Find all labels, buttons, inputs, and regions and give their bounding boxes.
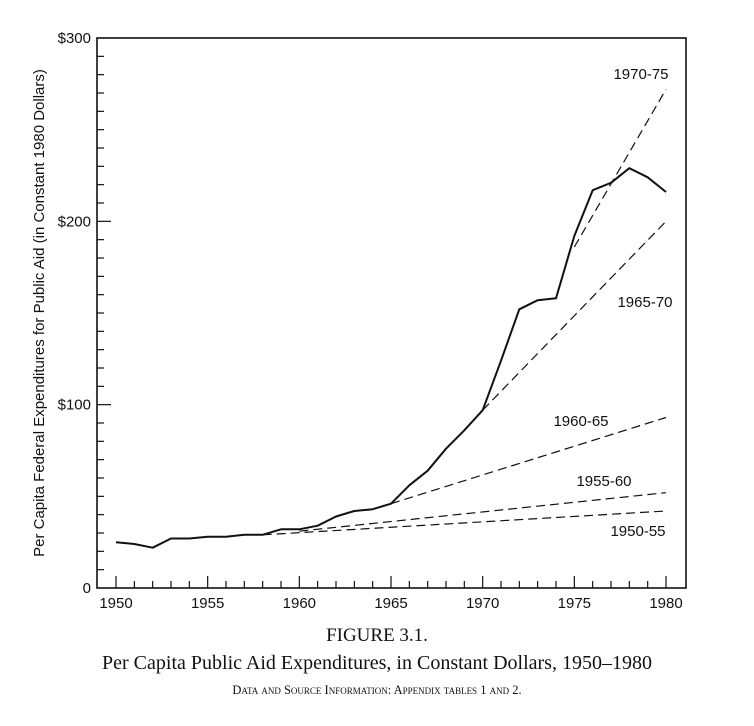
x-tick-label: 1980	[649, 595, 682, 612]
x-tick-label: 1955	[191, 595, 224, 612]
projection-label-1965-70: 1965-70	[617, 294, 672, 311]
x-axis-ticks: 1950 1955 1960 1965 1970 1975 1980	[99, 576, 683, 612]
projection-line-1965-70	[482, 220, 667, 411]
chart: 1950 1955 1960 1965 1970 1975 1980 0 $100 $200 $3…	[31, 30, 687, 612]
projection-line-1955-60	[299, 492, 667, 532]
y-tick-label: $100	[58, 397, 91, 414]
projection-line-1970-75	[573, 89, 667, 248]
x-tick-label: 1970	[466, 595, 499, 612]
figure-caption: Per Capita Public Aid Expenditures, in C…	[102, 652, 652, 674]
projection-label-1960-65: 1960-65	[553, 413, 608, 430]
y-axis-label: Per Capita Federal Expenditures for Publ…	[31, 69, 48, 557]
projection-line-1960-65	[390, 416, 667, 505]
x-tick-label: 1950	[99, 595, 132, 612]
projection-label-1955-60: 1955-60	[576, 473, 631, 490]
x-tick-label: 1960	[283, 595, 316, 612]
data-series	[115, 167, 667, 549]
y-tick-label: 0	[83, 580, 91, 597]
figure-number: FIGURE 3.1.	[326, 625, 428, 646]
projection-label-1970-75: 1970-75	[613, 66, 668, 83]
y-axis-ticks: 0 $100 $200 $300	[58, 30, 111, 597]
y-tick-label: $200	[58, 213, 91, 230]
projection-line-1950-55	[262, 510, 667, 536]
projection-label-1950-55: 1950-55	[610, 523, 665, 540]
y-tick-label: $300	[58, 30, 91, 47]
projection-lines: 1950-55 1955-60 1960-65 1965-70 1970-75	[262, 66, 673, 540]
x-tick-label: 1975	[558, 595, 591, 612]
plot-frame	[96, 37, 687, 589]
x-tick-label: 1965	[374, 595, 407, 612]
series-line-actual	[115, 167, 667, 549]
source-note: Data and Source Information: Appendix ta…	[232, 683, 522, 697]
